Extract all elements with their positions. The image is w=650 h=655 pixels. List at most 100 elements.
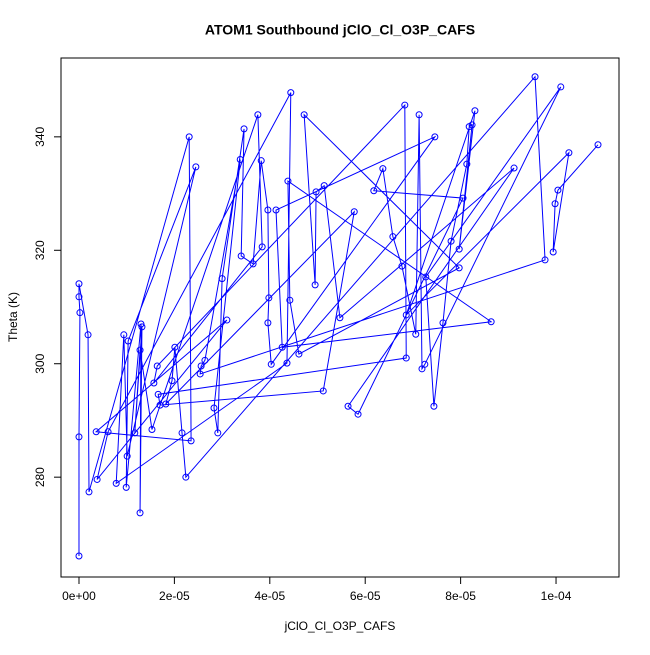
point bbox=[240, 125, 248, 133]
point bbox=[402, 354, 410, 362]
y-tick-label: 340 bbox=[33, 127, 47, 147]
point bbox=[264, 319, 272, 327]
plot-box bbox=[60, 57, 620, 578]
point bbox=[430, 402, 438, 410]
point bbox=[311, 281, 319, 289]
point bbox=[541, 256, 549, 264]
point bbox=[272, 206, 280, 214]
point bbox=[104, 428, 112, 436]
point bbox=[131, 429, 139, 437]
point bbox=[401, 101, 409, 109]
point bbox=[415, 111, 423, 119]
point bbox=[336, 314, 344, 322]
point bbox=[93, 475, 101, 483]
point bbox=[320, 182, 328, 190]
point bbox=[447, 237, 455, 245]
point bbox=[196, 370, 204, 378]
y-axis-label: Theta (K) bbox=[6, 292, 20, 342]
point bbox=[350, 208, 358, 216]
point bbox=[197, 362, 205, 370]
point bbox=[182, 473, 190, 481]
point bbox=[75, 280, 83, 288]
point bbox=[312, 188, 320, 196]
point bbox=[123, 452, 131, 460]
chart-title: ATOM1 Southbound jClO_Cl_O3P_CAFS bbox=[205, 22, 475, 38]
point bbox=[594, 141, 602, 149]
point bbox=[354, 410, 362, 418]
x-tick-label: 8e-05 bbox=[445, 589, 476, 603]
point bbox=[554, 186, 562, 194]
point bbox=[124, 337, 132, 345]
point bbox=[171, 343, 179, 351]
point bbox=[370, 187, 378, 195]
y-tick-label: 300 bbox=[33, 353, 47, 373]
point bbox=[295, 350, 303, 358]
x-tick-label: 6e-05 bbox=[350, 589, 381, 603]
point bbox=[122, 483, 130, 491]
point bbox=[344, 402, 352, 410]
point bbox=[178, 429, 186, 437]
point bbox=[75, 293, 83, 301]
point bbox=[455, 245, 463, 253]
x-tick-label: 1e-04 bbox=[541, 589, 572, 603]
point bbox=[258, 243, 266, 251]
point bbox=[154, 390, 162, 398]
point bbox=[471, 107, 479, 115]
point bbox=[300, 111, 308, 119]
point bbox=[75, 433, 83, 441]
point bbox=[75, 552, 83, 560]
point bbox=[236, 156, 244, 164]
x-tick-label: 4e-05 bbox=[254, 589, 285, 603]
point bbox=[249, 260, 257, 268]
point bbox=[551, 200, 559, 208]
y-tick-label: 320 bbox=[33, 240, 47, 260]
point bbox=[412, 330, 420, 338]
point bbox=[265, 294, 273, 302]
point bbox=[267, 360, 275, 368]
point bbox=[201, 356, 209, 364]
point bbox=[510, 164, 518, 172]
point bbox=[549, 248, 557, 256]
point bbox=[138, 323, 146, 331]
point bbox=[148, 426, 156, 434]
point bbox=[112, 479, 120, 487]
point bbox=[287, 89, 295, 97]
point bbox=[468, 121, 476, 129]
point bbox=[487, 318, 495, 326]
point bbox=[223, 316, 231, 324]
point bbox=[237, 252, 245, 260]
point bbox=[153, 362, 161, 370]
point bbox=[421, 360, 429, 368]
point bbox=[218, 275, 226, 283]
point bbox=[150, 379, 158, 387]
x-tick-label: 2e-05 bbox=[159, 589, 190, 603]
x-tick-label: 0e+00 bbox=[62, 589, 96, 603]
x-axis-label: jClO_Cl_O3P_CAFS bbox=[284, 619, 396, 633]
point bbox=[379, 165, 387, 173]
point bbox=[389, 233, 397, 241]
point bbox=[85, 488, 93, 496]
point bbox=[254, 111, 262, 119]
point bbox=[214, 429, 222, 437]
point bbox=[92, 428, 100, 436]
point bbox=[84, 331, 92, 339]
point bbox=[398, 262, 406, 270]
y-tick-label: 280 bbox=[33, 467, 47, 487]
point bbox=[187, 437, 195, 445]
point bbox=[463, 160, 471, 168]
point bbox=[455, 264, 463, 272]
point bbox=[168, 377, 176, 385]
point bbox=[120, 331, 128, 339]
point bbox=[402, 311, 410, 319]
point bbox=[283, 359, 291, 367]
point bbox=[192, 163, 200, 171]
point bbox=[565, 149, 573, 157]
point bbox=[278, 343, 286, 351]
point bbox=[557, 83, 565, 91]
point bbox=[319, 387, 327, 395]
point bbox=[257, 157, 265, 165]
point bbox=[136, 509, 144, 517]
